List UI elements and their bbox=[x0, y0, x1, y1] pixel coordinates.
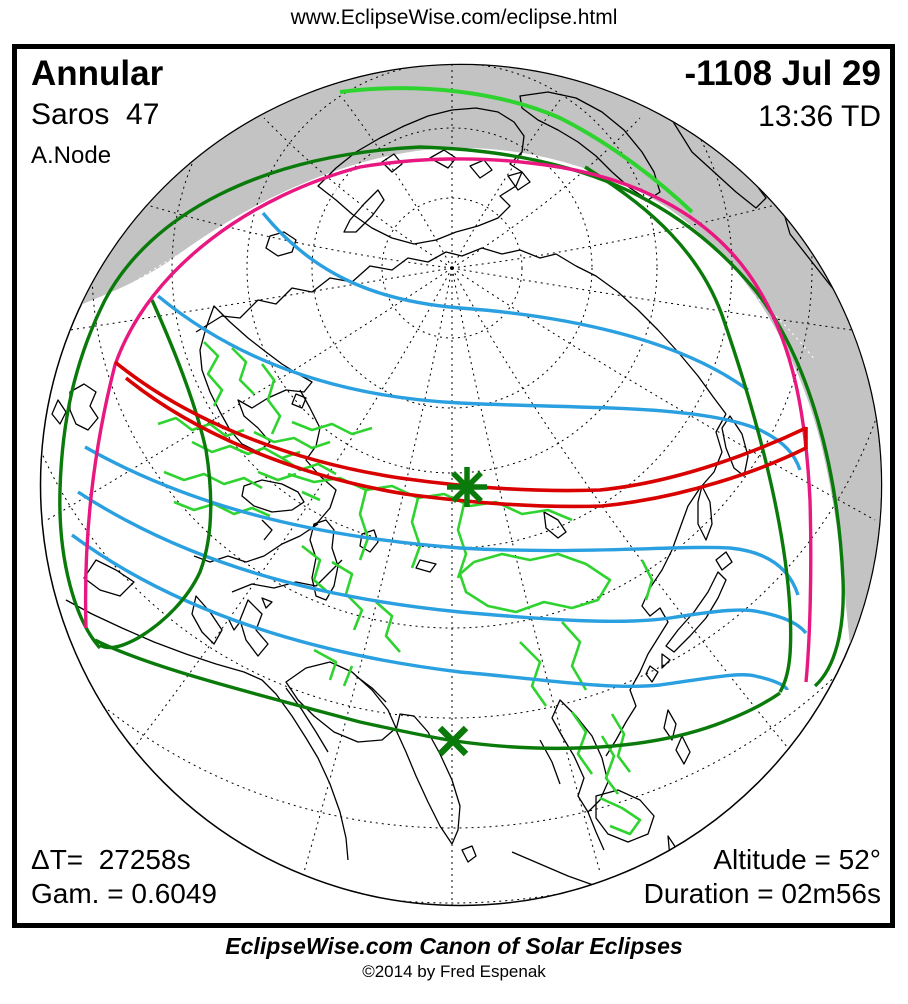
greatest-eclipse-marker bbox=[447, 467, 487, 507]
eclipse-type-label: Annular bbox=[31, 54, 164, 93]
duration-label: Duration = 02m56s bbox=[643, 878, 881, 909]
eclipse-date-label: -1108 Jul 29 bbox=[684, 54, 881, 93]
map-frame bbox=[12, 44, 895, 928]
footer-title: EclipseWise.com Canon of Solar Eclipses bbox=[225, 933, 683, 959]
gamma-label: Gam. = 0.6049 bbox=[31, 878, 218, 909]
graticule-in-shadow bbox=[94, 169, 816, 361]
no-eclipse-shading bbox=[81, 65, 881, 645]
penumbral-limit-curve bbox=[83, 157, 813, 683]
eclipse-time-label: 13:36 TD bbox=[758, 100, 881, 133]
magnitude-isolines bbox=[70, 211, 808, 691]
delta-t-label: ΔT= 27258s bbox=[31, 844, 191, 875]
saros-label: Saros 47 bbox=[31, 98, 160, 131]
footer-copyright: ©2014 by Fred Espenak bbox=[362, 962, 546, 981]
altitude-label: Altitude = 52° bbox=[713, 844, 881, 875]
url-header: www.EclipseWise.com/eclipse.html bbox=[290, 6, 618, 29]
node-label: A.Node bbox=[31, 142, 112, 169]
x-marker bbox=[437, 725, 469, 757]
